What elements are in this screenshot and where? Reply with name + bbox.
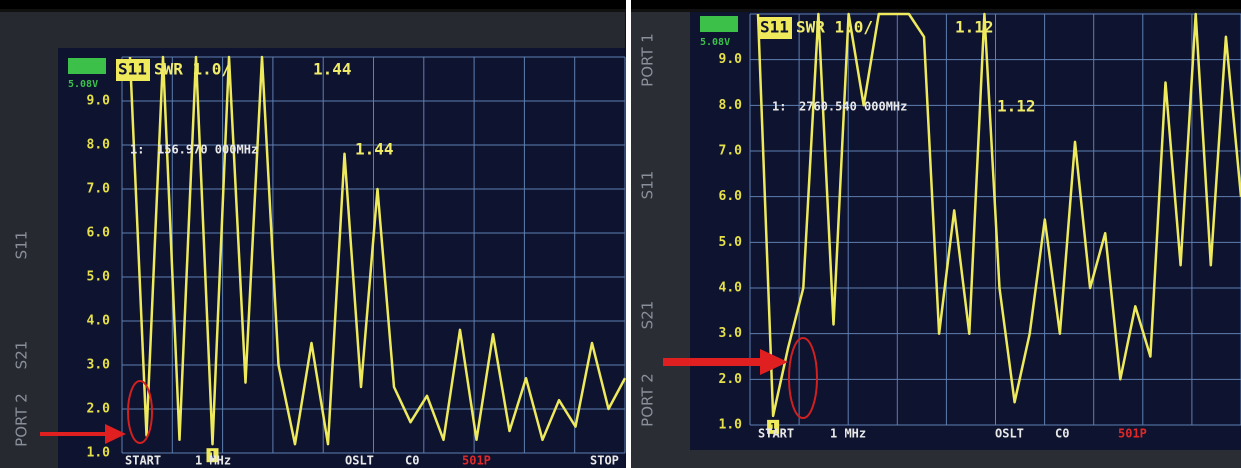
trace: [756, 12, 1241, 418]
trace-value: 1.44: [313, 60, 352, 79]
marker-frequency: 2760.540 000MHz: [799, 100, 907, 114]
y-tick-label: 4.0: [719, 281, 743, 296]
annotations: [40, 337, 818, 444]
points: 501P: [462, 454, 491, 468]
y-tick-label: 6.0: [87, 226, 111, 241]
battery: [68, 58, 106, 74]
start-label: START: [758, 427, 794, 441]
trace-value: 1.12: [955, 18, 994, 37]
battery-voltage: 5.08V: [700, 37, 730, 48]
marker-tag: 1: [209, 450, 215, 461]
trace-label: S11: [118, 60, 147, 79]
format: SWR 1.0/: [796, 18, 873, 37]
marker-frequency: 156.970 000MHz: [157, 143, 258, 157]
y-tick-label: 9.0: [719, 52, 743, 67]
start-value: 1 MHz: [830, 427, 866, 441]
marker-value: 1.44: [355, 140, 394, 159]
y-tick-label: 1.0: [87, 446, 111, 461]
arrow: [40, 424, 126, 444]
side-label: PORT 2: [13, 393, 31, 447]
format: SWR 1.0/: [154, 60, 231, 79]
divider: [626, 0, 631, 468]
highlight-circle: [788, 337, 818, 419]
marker-box: [206, 448, 219, 463]
trace-label: S11: [760, 18, 789, 37]
y-tick-label: 9.0: [87, 94, 111, 109]
side-label: PORT 2: [639, 373, 657, 427]
cal-slot: C0: [405, 454, 419, 468]
side-label: PORT 1: [639, 33, 657, 87]
side-label: S21: [639, 301, 657, 330]
marker-box: [767, 419, 780, 434]
marker-tag: 1: [770, 422, 776, 433]
y-tick-label: 3.0: [719, 326, 743, 341]
side-label: S21: [13, 341, 31, 370]
top-bar: [0, 0, 1241, 9]
y-tick-label: 7.0: [719, 144, 743, 159]
y-tick-label: 7.0: [87, 182, 111, 197]
y-tick-label: 8.0: [719, 98, 743, 113]
side-label: S11: [639, 171, 657, 200]
y-tick-label: 1.0: [719, 418, 743, 433]
y-tick-label: 8.0: [87, 138, 111, 153]
stop-label: STOP: [590, 454, 619, 468]
y-tick-label: 5.0: [719, 235, 743, 250]
start-value: 1 MHz: [195, 454, 231, 468]
calibration: OSLT: [995, 427, 1024, 441]
highlight-circle: [127, 380, 153, 444]
trace-label-box: [758, 17, 792, 39]
y-tick-label: 6.0: [719, 189, 743, 204]
y-tick-label: 2.0: [87, 402, 111, 417]
battery-voltage: 5.08V: [68, 79, 98, 90]
y-tick-label: 2.0: [719, 372, 743, 387]
points: 501P: [1118, 427, 1147, 441]
side-label: S11: [13, 231, 31, 260]
y-tick-label: 4.0: [87, 314, 111, 329]
cal-slot: C0: [1055, 427, 1069, 441]
battery: [700, 16, 738, 32]
y-tick-label: 5.0: [87, 270, 111, 285]
calibration: OSLT: [345, 454, 374, 468]
y-tick-label: 3.0: [87, 358, 111, 373]
trace-label-box: [116, 59, 150, 81]
screen: [58, 48, 625, 468]
trace: [128, 55, 627, 446]
start-label: START: [125, 454, 161, 468]
marker-label: 1:: [772, 100, 786, 114]
marker-label: 1:: [130, 143, 144, 157]
arrow: [663, 349, 788, 375]
marker-value: 1.12: [997, 97, 1036, 116]
